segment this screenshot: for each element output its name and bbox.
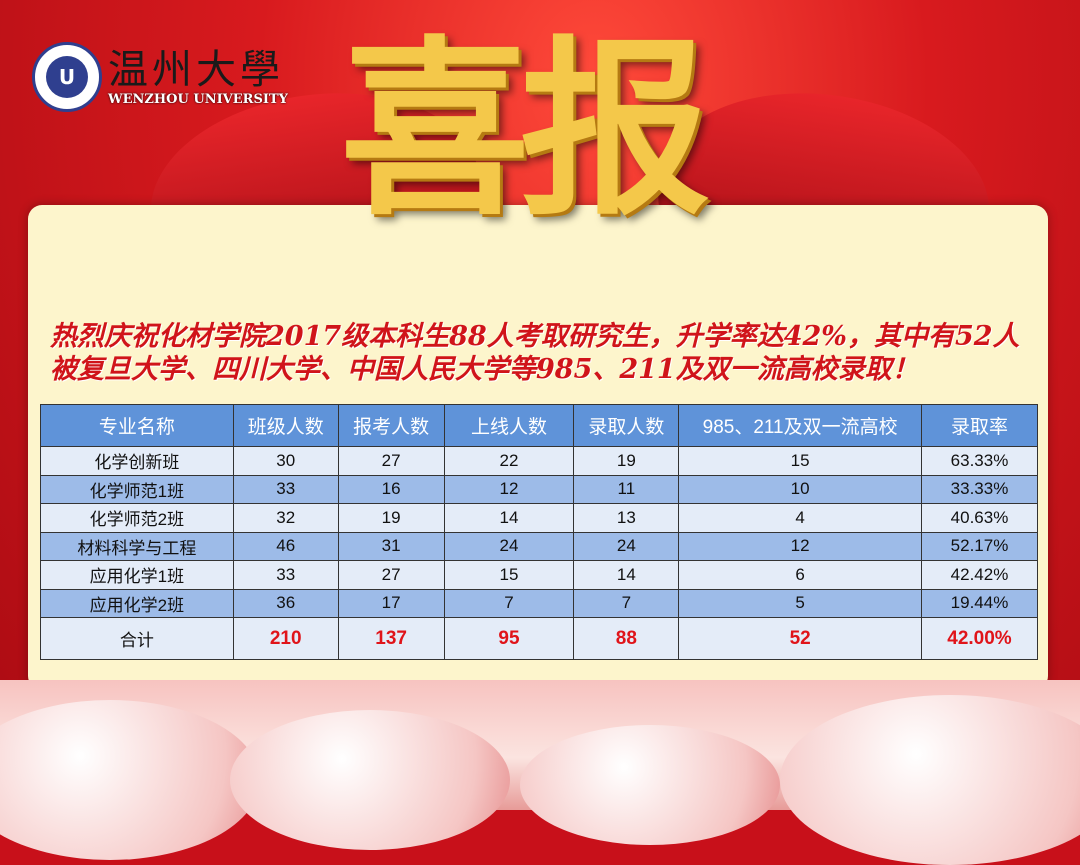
table-cell: 材料科学与工程 [40,531,234,561]
table-row: 应用化学1班 33 27 15 14 6 42.42% [40,560,1038,590]
table-row: 化学师范2班 32 19 14 13 4 40.63% [40,503,1038,533]
table-cell: 15 [443,560,575,590]
table-cell: 13 [573,503,680,533]
table-row: 材料科学与工程 46 31 24 24 12 52.17% [40,531,1038,561]
column-header: 班级人数 [232,404,339,447]
table-cell: 46 [232,531,339,561]
university-seal-icon: U [32,42,102,112]
table-cell: 7 [573,588,680,618]
column-header: 专业名称 [40,404,234,447]
table-cell: 6 [678,560,922,590]
table-cell: 42.42% [921,560,1038,590]
total-cell: 88 [573,617,680,660]
table-cell: 14 [443,503,575,533]
table-cell: 12 [678,531,922,561]
table-cell: 63.33% [921,446,1038,476]
table-cell: 化学师范2班 [40,503,234,533]
column-header: 录取人数 [573,404,680,447]
total-row: 合计 210 137 95 88 52 42.00% [40,617,1038,660]
table-cell: 化学师范1班 [40,474,234,504]
table-cell: 33 [232,474,339,504]
table-cell: 16 [337,474,445,504]
total-cell: 52 [678,617,922,660]
total-cell: 210 [232,617,339,660]
table-cell: 12 [443,474,575,504]
column-header: 985、211及双一流高校 [678,404,922,447]
table-row: 化学师范1班 33 16 12 11 10 33.33% [40,474,1038,504]
table-cell: 17 [337,588,445,618]
cloud-decoration [0,680,1080,865]
table-cell: 36 [232,588,339,618]
table-cell: 33 [232,560,339,590]
table-cell: 应用化学1班 [40,560,234,590]
table-cell: 11 [573,474,680,504]
table-row: 化学创新班 30 27 22 19 15 63.33% [40,446,1038,476]
table-cell: 24 [573,531,680,561]
table-cell: 33.33% [921,474,1038,504]
total-cell: 95 [443,617,575,660]
table-cell: 27 [337,446,445,476]
admission-table: 专业名称 班级人数 报考人数 上线人数 录取人数 985、211及双一流高校 录取率 化学创… [40,404,1038,660]
university-name-cn: 温州大學 [108,46,284,93]
column-header: 录取率 [921,404,1038,447]
table-cell: 应用化学2班 [40,588,234,618]
table-cell: 31 [337,531,445,561]
table-cell: 32 [232,503,339,533]
table-cell: 22 [443,446,575,476]
table-cell: 10 [678,474,922,504]
announcement-text: 热烈庆祝化材学院2017级本科生88人考取研究生，升学率达42%，其中有52人被… [50,321,1020,385]
poster-title: 喜报 [340,18,710,241]
university-logo: U 温州大學 WENZHOU UNIVERSITY [32,42,288,112]
table-cell: 24 [443,531,575,561]
table-cell: 7 [443,588,575,618]
table-cell: 30 [232,446,339,476]
table-row: 应用化学2班 36 17 7 7 5 19.44% [40,588,1038,618]
table-cell: 19.44% [921,588,1038,618]
table-cell: 5 [678,588,922,618]
table-cell: 4 [678,503,922,533]
column-header: 报考人数 [337,404,445,447]
total-cell: 42.00% [921,617,1038,660]
table-cell: 19 [573,446,680,476]
column-header: 上线人数 [443,404,575,447]
total-cell: 合计 [40,617,234,660]
table-cell: 19 [337,503,445,533]
table-cell: 14 [573,560,680,590]
table-cell: 40.63% [921,503,1038,533]
table-cell: 52.17% [921,531,1038,561]
table-cell: 化学创新班 [40,446,234,476]
table-header-row: 专业名称 班级人数 报考人数 上线人数 录取人数 985、211及双一流高校 录取率 [40,404,1038,447]
university-name-en: WENZHOU UNIVERSITY [108,91,288,107]
table-cell: 15 [678,446,922,476]
table-cell: 27 [337,560,445,590]
total-cell: 137 [337,617,445,660]
